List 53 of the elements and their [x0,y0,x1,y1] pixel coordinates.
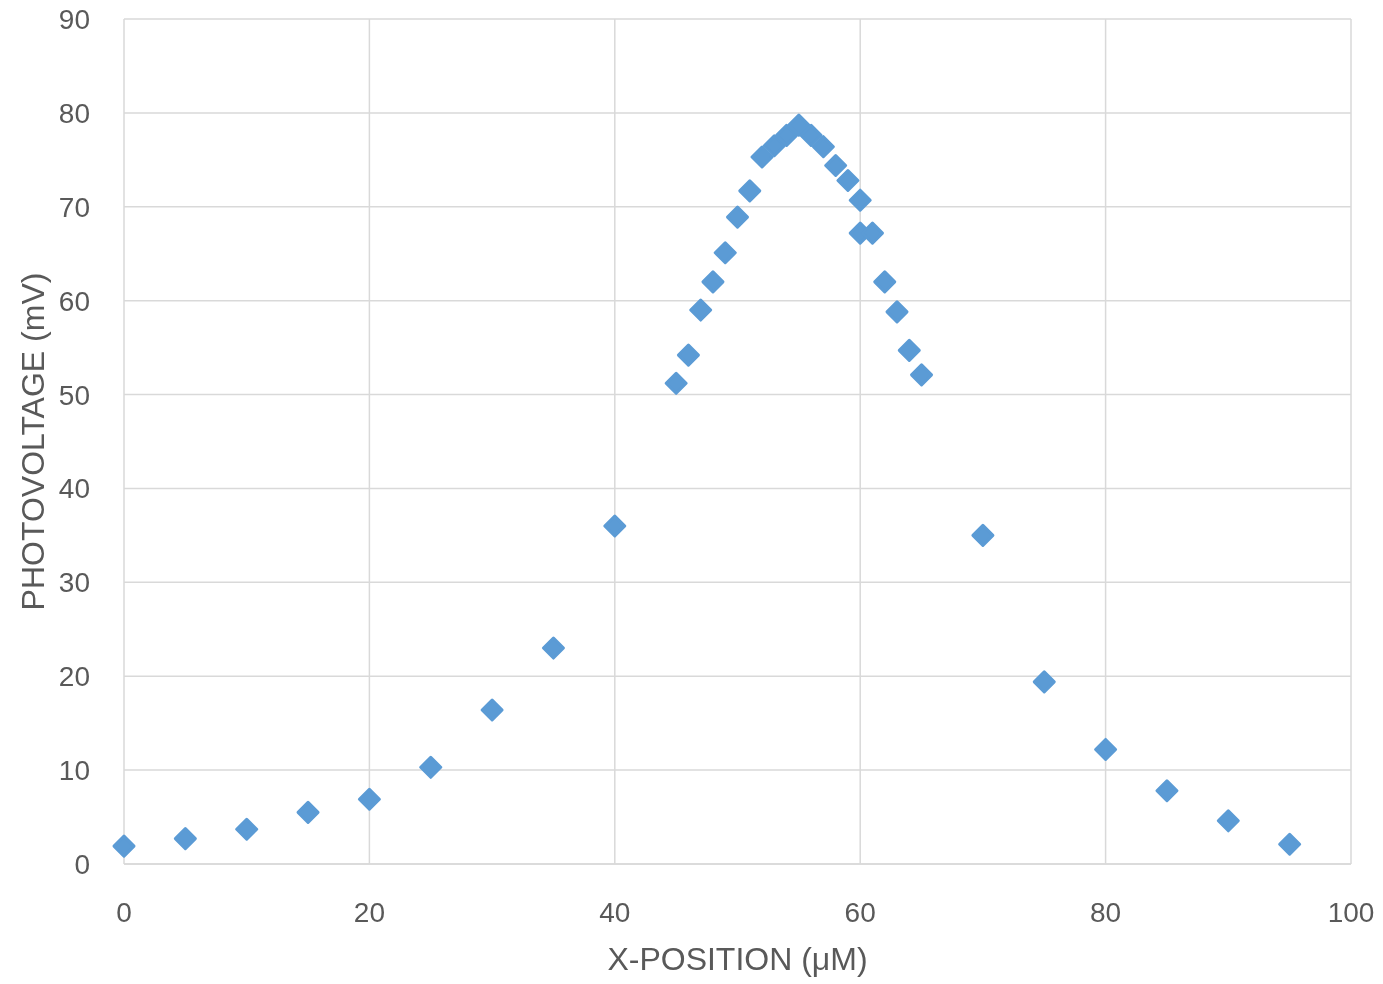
point [1216,809,1240,833]
y-tick-label: 40 [58,473,90,505]
point [480,698,504,722]
x-tick-label: 80 [1090,897,1122,928]
y-tick-label: 0 [74,849,90,880]
y-tick-label: 50 [58,379,90,411]
point [971,523,995,547]
point [910,363,934,387]
point [885,300,909,324]
point [787,113,811,137]
y-tick-label: 10 [58,755,90,787]
point [296,800,320,824]
point [664,371,688,395]
point [848,188,872,212]
y-tick-label: 20 [58,661,90,693]
point [750,145,774,169]
x-axis-title: X-POSITION (μM) [607,941,868,977]
point [676,343,700,367]
x-tick-label: 40 [599,897,631,928]
y-tick-label: 70 [58,191,90,223]
point [603,514,627,538]
point [689,298,713,322]
point [775,123,799,147]
y-tick-label: 30 [58,567,90,599]
point [419,755,443,779]
point [1032,670,1056,694]
point [701,270,725,294]
point [799,123,823,147]
point [738,179,762,203]
x-tick-label: 100 [1327,897,1375,928]
y-tick-label: 60 [58,285,90,317]
x-tick-label: 20 [353,897,385,928]
point [357,787,381,811]
point [713,241,737,265]
point [1278,832,1302,856]
point [173,827,197,851]
point [1155,779,1179,803]
point [873,270,897,294]
point [811,135,835,159]
point [726,205,749,229]
point [824,153,848,177]
point [1094,737,1118,761]
point [897,338,921,362]
y-tick-label: 80 [58,97,90,129]
y-tick-label: 90 [58,4,90,35]
y-axis-title: PHOTOVOLTAGE (mV) [15,272,51,611]
point [762,134,786,158]
point [541,636,565,660]
point [836,168,860,192]
x-tick-label: 60 [844,897,876,928]
point [235,817,259,841]
x-tick-label: 0 [116,897,132,928]
point [112,834,136,858]
